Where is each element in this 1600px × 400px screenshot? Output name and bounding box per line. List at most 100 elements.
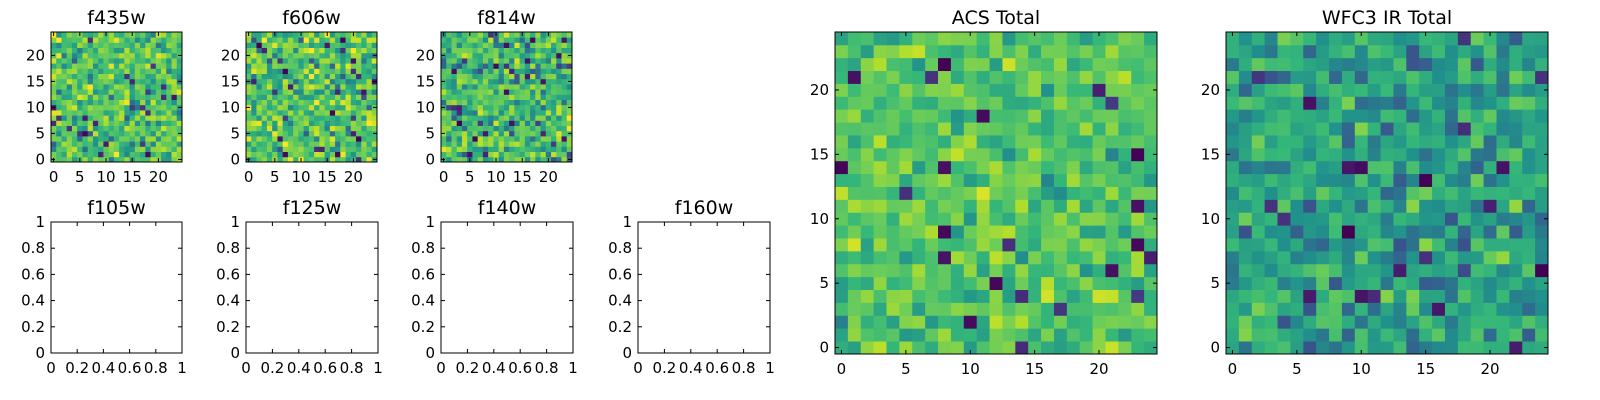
- heatmap-cell: [1496, 341, 1510, 355]
- heatmap-cell: [989, 122, 1003, 136]
- heatmap-cell: [314, 63, 320, 69]
- heatmap-cell: [950, 186, 965, 200]
- heatmap-cell: [535, 146, 541, 152]
- heatmap-cell: [140, 52, 146, 59]
- heatmap-cell: [886, 302, 900, 316]
- heatmap-cell: [561, 130, 568, 137]
- heatmap-cell: [566, 42, 573, 48]
- x-tick-label: 10: [486, 168, 505, 186]
- heatmap-cell: [1226, 276, 1240, 290]
- heatmap-cell: [1144, 289, 1158, 303]
- heatmap-cell: [287, 32, 294, 38]
- heatmap-cell: [556, 146, 562, 152]
- heatmap-cell: [566, 141, 573, 147]
- heatmap-cell: [176, 32, 183, 38]
- heatmap-cell: [319, 84, 325, 90]
- heatmap-cell: [519, 68, 526, 74]
- heatmap-cell: [350, 47, 357, 54]
- heatmap-cell: [530, 94, 536, 100]
- heatmap-cell: [551, 146, 557, 152]
- heatmap-cell: [498, 141, 505, 147]
- heatmap-cell: [1251, 341, 1266, 355]
- heatmap-cell: [847, 109, 862, 123]
- heatmap-cell: [329, 68, 336, 74]
- y-tick-label: 20: [416, 46, 435, 64]
- heatmap-cell: [129, 52, 136, 59]
- heatmap-cell: [561, 63, 568, 69]
- heatmap-cell: [530, 52, 536, 59]
- heatmap-cell: [461, 73, 468, 80]
- heatmap-cell: [963, 212, 978, 226]
- heatmap-cell: [1354, 199, 1369, 213]
- heatmap-cell: [519, 99, 526, 106]
- heatmap-cell: [446, 141, 452, 147]
- heatmap-cell: [303, 120, 310, 126]
- heatmap-cell: [1118, 173, 1132, 187]
- heatmap-cell: [176, 115, 183, 121]
- heatmap-cell: [98, 32, 104, 38]
- heatmap-cell: [350, 52, 357, 59]
- x-tick-label: 15: [513, 168, 532, 186]
- x-tick-label: 0.2: [65, 359, 89, 377]
- heatmap-cell: [298, 130, 305, 137]
- heatmap-cell: [329, 130, 336, 137]
- heatmap-cell: [171, 63, 178, 69]
- heatmap-cell: [545, 120, 552, 126]
- heatmap-cell: [477, 141, 484, 147]
- heatmap-cell: [56, 37, 62, 43]
- heatmap-cell: [488, 78, 494, 85]
- heatmap-cell: [524, 94, 531, 100]
- heatmap-cell: [51, 58, 57, 64]
- heatmap-cell: [256, 89, 263, 95]
- heatmap-cell: [155, 58, 162, 64]
- heatmap-cell: [519, 42, 526, 48]
- heatmap-cell: [1264, 147, 1278, 162]
- heatmap-cell: [1367, 173, 1381, 187]
- heatmap-cell: [261, 68, 268, 74]
- heatmap-cell: [1380, 173, 1394, 187]
- heatmap-cell: [246, 115, 252, 121]
- heatmap-cell: [108, 84, 115, 90]
- heatmap-cell: [161, 84, 167, 90]
- y-tick-label: 0.4: [21, 292, 45, 310]
- heatmap-cell: [1105, 160, 1119, 175]
- heatmap-cell: [1367, 341, 1381, 355]
- heatmap-cell: [524, 120, 531, 126]
- heatmap-cell: [1367, 32, 1381, 46]
- y-tick-label: 0.8: [21, 239, 45, 257]
- heatmap-cell: [551, 78, 557, 85]
- heatmap-cell: [835, 263, 849, 278]
- heatmap-cell: [477, 84, 484, 90]
- heatmap-cell: [1131, 109, 1145, 123]
- heatmap-cell: [509, 42, 515, 48]
- heatmap-cell: [556, 110, 562, 116]
- heatmap-cell: [503, 47, 510, 54]
- heatmap-cell: [129, 94, 136, 100]
- heatmap-cell: [1238, 83, 1253, 97]
- heatmap-cell: [1238, 302, 1253, 316]
- heatmap-cell: [150, 47, 157, 54]
- heatmap-cell: [1277, 328, 1291, 342]
- heatmap-cell: [1002, 122, 1016, 136]
- heatmap-cell: [1444, 70, 1459, 84]
- heatmap-cell: [329, 141, 336, 147]
- heatmap-cell: [1226, 302, 1240, 316]
- heatmap-cell: [1277, 341, 1291, 355]
- heatmap-cell: [277, 151, 284, 158]
- heatmap-cell: [1277, 250, 1291, 265]
- heatmap-cell: [1251, 135, 1266, 149]
- heatmap-cell: [514, 84, 520, 90]
- heatmap-cell: [1277, 135, 1291, 149]
- heatmap-cell: [950, 328, 965, 342]
- heatmap-cell: [556, 120, 562, 126]
- heatmap-cell: [1002, 70, 1016, 84]
- x-tick-label: 0: [439, 168, 449, 186]
- heatmap-cell: [530, 104, 536, 111]
- heatmap-cell: [976, 341, 990, 355]
- heatmap-cell: [1380, 122, 1394, 136]
- heatmap-cell: [145, 78, 151, 85]
- heatmap-cell: [366, 120, 373, 126]
- heatmap-cell: [524, 125, 531, 132]
- heatmap-cell: [989, 83, 1003, 97]
- heatmap-cell: [340, 73, 346, 80]
